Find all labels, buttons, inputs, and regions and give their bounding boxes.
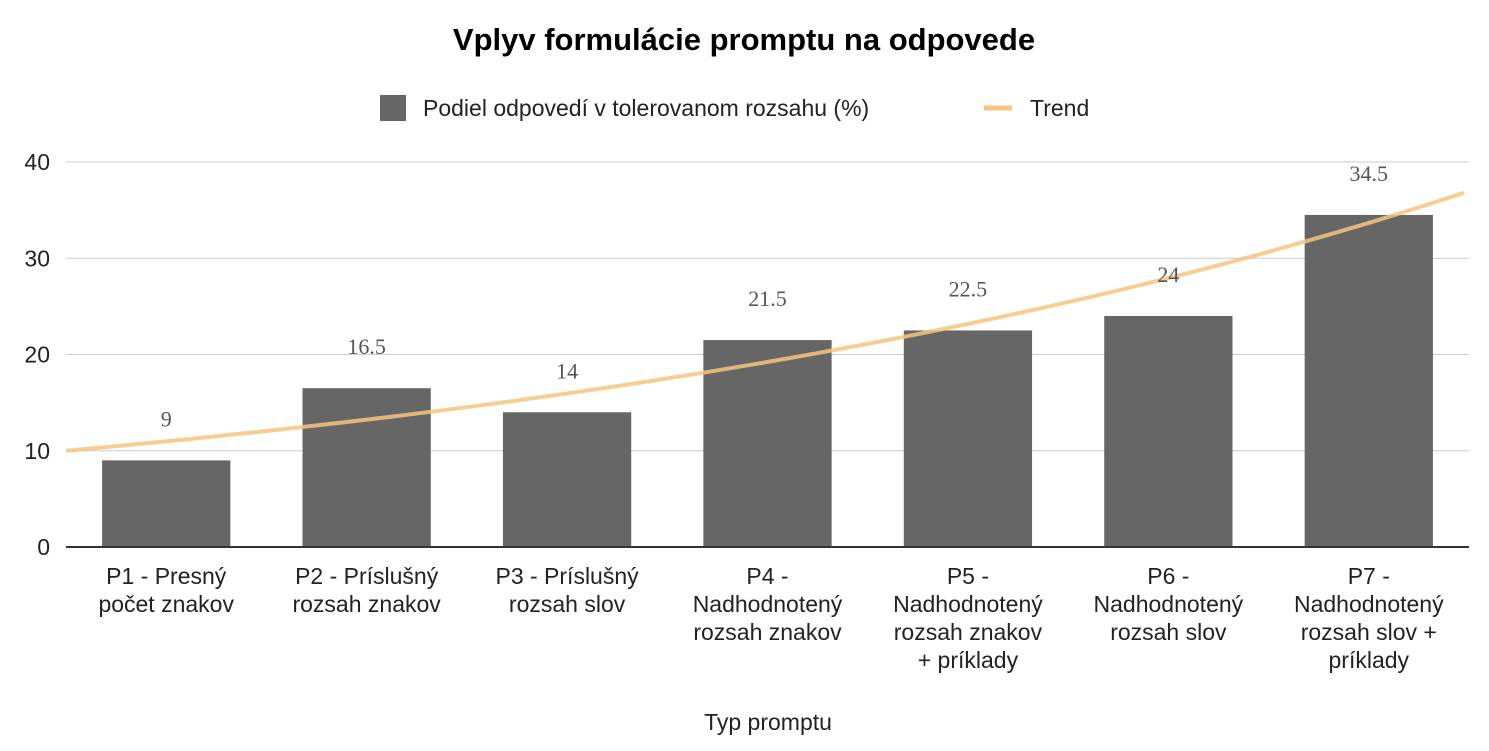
legend-trend-label: Trend: [1030, 95, 1089, 121]
data-label: 22.5: [949, 276, 988, 301]
x-tick-label: P7 -Nadhodnotený rozsah slov + príklady: [1294, 563, 1444, 673]
x-tick-label-line: P2 - Príslušný: [295, 563, 439, 589]
data-labels: 9 16.5 14 21.5 22.5 24 34.5: [161, 161, 1388, 431]
legend[interactable]: Podiel odpovedí v tolerovanom rozsahu (%…: [380, 95, 1089, 121]
data-label: 14: [556, 358, 578, 383]
x-tick-label-line: rozsah znakov: [894, 619, 1043, 645]
x-tick-label-line: P1 - Presný: [106, 563, 227, 589]
x-tick-label-line: Nadhodnotený: [1294, 591, 1444, 617]
x-tick-label: P1 - Presný počet znakov: [98, 563, 234, 617]
x-tick-label-line: Nadhodnotený: [893, 591, 1043, 617]
y-axis-ticks: 0 10 20 30 40: [24, 149, 50, 560]
x-tick-label-line: rozsah slov: [1110, 619, 1227, 645]
x-tick-label-line: Nadhodnotený: [693, 591, 843, 617]
x-tick-label-line: P5 -: [947, 563, 989, 589]
bar: [1304, 214, 1433, 547]
x-tick-label: P3 - Príslušný rozsah slov: [495, 563, 639, 617]
chart-title: Vplyv formulácie promptu na odpovede: [453, 22, 1035, 57]
x-tick-label-line: P3 - Príslušný: [495, 563, 639, 589]
x-tick-label-line: rozsah slov: [509, 591, 626, 617]
x-tick-label-line: P6 -: [1147, 563, 1189, 589]
bar: [502, 412, 632, 547]
x-tick-label-line: + príklady: [918, 647, 1019, 673]
y-tick-label: 40: [24, 149, 50, 175]
x-tick-label: P5 -Nadhodnotený rozsah znakov + príklady: [893, 563, 1043, 673]
x-tick-label-line: rozsah znakov: [693, 619, 842, 645]
x-tick-label-line: počet znakov: [98, 591, 234, 617]
bars: [102, 214, 1433, 547]
bar: [903, 330, 1033, 547]
x-tick-label: P2 - Príslušný rozsah znakov: [292, 563, 441, 617]
y-tick-label: 30: [24, 245, 50, 271]
data-label: 16.5: [347, 334, 386, 359]
x-tick-label-line: rozsah znakov: [292, 591, 441, 617]
bar: [102, 460, 231, 547]
legend-bar-label: Podiel odpovedí v tolerovanom rozsahu (%…: [423, 95, 869, 121]
x-tick-label-line: Nadhodnotený: [1094, 591, 1244, 617]
x-axis-title: Typ promptu: [704, 709, 832, 735]
x-tick-label-line: P4 -: [746, 563, 788, 589]
data-label: 9: [161, 406, 172, 431]
data-label: 34.5: [1350, 161, 1389, 186]
legend-bar-swatch: [380, 95, 406, 121]
x-tick-label: P4 -Nadhodnotený rozsah znakov: [693, 563, 843, 645]
x-tick-label-line: príklady: [1329, 647, 1410, 673]
y-tick-label: 20: [24, 342, 50, 368]
y-tick-label: 10: [24, 438, 50, 464]
data-label: 21.5: [748, 286, 787, 311]
y-tick-label: 0: [37, 534, 50, 560]
x-tick-label: P6 -Nadhodnotený rozsah slov: [1094, 563, 1244, 645]
bar: [703, 340, 832, 547]
bar: [302, 388, 431, 547]
x-tick-label-line: P7 -: [1348, 563, 1390, 589]
x-tick-label-line: rozsah slov +: [1301, 619, 1437, 645]
data-label: 24: [1157, 262, 1179, 287]
trend-line: [65, 190, 1465, 453]
bar: [1104, 316, 1233, 547]
